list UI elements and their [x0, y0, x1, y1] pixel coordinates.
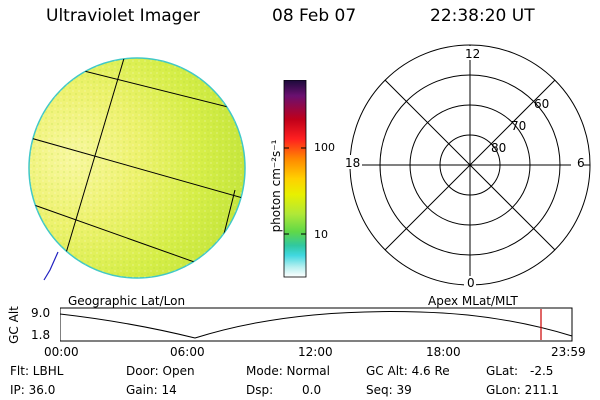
- colorbar: [283, 80, 307, 278]
- mode-readout: Mode: Normal: [246, 364, 330, 378]
- time-tick-2359: 23:59: [551, 345, 586, 359]
- colorbar-unit: photon cm⁻²s⁻¹: [269, 139, 283, 233]
- gain-readout: Gain: 14: [126, 383, 177, 397]
- time-label: 22:38:20 UT: [430, 6, 535, 26]
- time-tick-0600: 06:00: [170, 345, 205, 359]
- app-title: Ultraviolet Imager: [46, 6, 200, 26]
- colorbar-tick-10: 10: [314, 228, 328, 241]
- gc-alt-readout: GC Alt: 4.6 Re: [366, 364, 450, 378]
- glat-label: GLat:: [486, 364, 519, 378]
- time-tick-0000: 00:00: [44, 345, 79, 359]
- altitude-curve: [60, 311, 573, 339]
- geographic-label: Geographic Lat/Lon: [68, 294, 186, 308]
- apex-label: Apex MLat/MLT: [428, 294, 518, 308]
- alt-tick-9: 9.0: [31, 306, 51, 320]
- filter-readout: Flt: LBHL: [10, 364, 64, 378]
- time-tick-1800: 18:00: [426, 345, 461, 359]
- glon-readout: GLon: 211.1: [486, 383, 559, 397]
- door-readout: Door: Open: [126, 364, 195, 378]
- seq-readout: Seq: 39: [366, 383, 412, 397]
- coastline: [43, 251, 59, 281]
- altitude-plot: [60, 307, 573, 342]
- dsp-value: 0.0: [302, 383, 322, 397]
- date-label: 08 Feb 07: [272, 6, 357, 26]
- alt-axis-label: GC Alt: [7, 306, 21, 344]
- glat-value: -2.5: [530, 364, 554, 378]
- mlt-label-12: 12: [465, 47, 481, 61]
- time-tick-1200: 12:00: [298, 345, 333, 359]
- mlt-label-0: 0: [467, 276, 475, 290]
- lat-label-80: 80: [491, 141, 507, 155]
- ip-readout: IP: 36.0: [10, 383, 56, 397]
- alt-tick-1-8: 1.8: [31, 328, 51, 342]
- lat-label-60: 60: [534, 97, 550, 111]
- polar-plot: [344, 44, 591, 290]
- colorbar-tick-100: 100: [314, 141, 335, 154]
- mlt-label-18: 18: [345, 156, 361, 170]
- uv-image-panel: [28, 57, 246, 281]
- mlt-label-6: 6: [577, 156, 585, 170]
- lat-label-70: 70: [511, 119, 527, 133]
- dsp-label: Dsp:: [246, 383, 274, 397]
